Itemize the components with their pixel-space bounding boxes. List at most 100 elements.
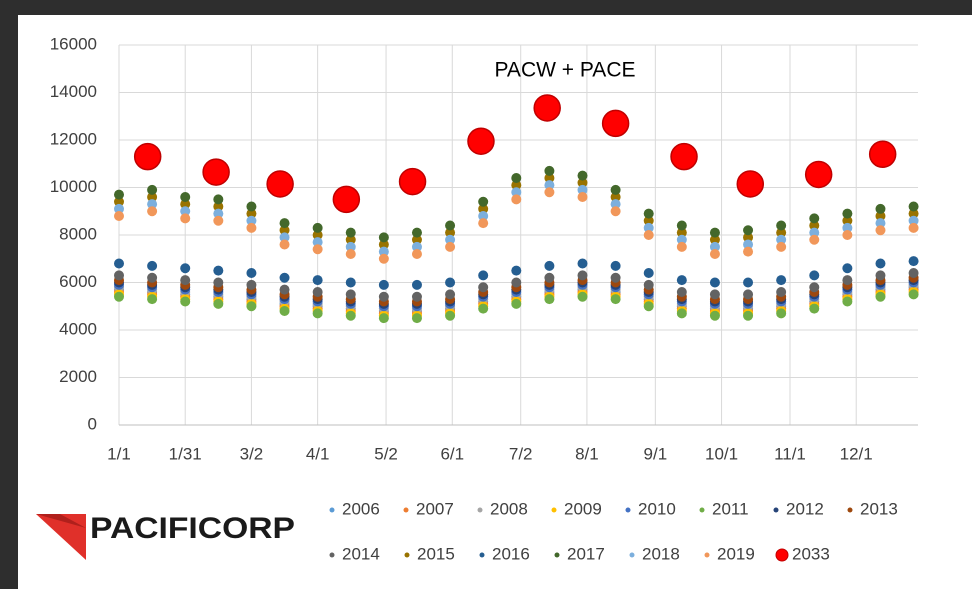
point xyxy=(279,225,290,236)
point xyxy=(378,232,389,243)
point xyxy=(676,227,687,238)
point xyxy=(445,241,456,252)
point xyxy=(743,277,754,288)
point xyxy=(213,208,224,219)
point xyxy=(445,220,456,231)
point xyxy=(743,310,754,321)
point xyxy=(842,215,853,226)
y-tick-label: 14000 xyxy=(50,82,97,101)
point xyxy=(610,199,621,210)
point xyxy=(511,194,522,205)
point xyxy=(610,184,621,195)
point xyxy=(709,277,720,288)
point xyxy=(875,291,886,302)
point xyxy=(809,220,820,231)
highlight-point xyxy=(670,142,698,171)
point xyxy=(908,222,919,233)
point xyxy=(279,306,290,316)
point xyxy=(378,313,389,324)
point xyxy=(114,291,124,302)
point xyxy=(445,277,456,288)
point xyxy=(875,211,886,221)
point xyxy=(809,213,820,224)
highlight-point xyxy=(467,127,495,155)
point xyxy=(643,230,654,240)
point xyxy=(544,294,555,305)
point xyxy=(643,208,654,219)
point xyxy=(445,234,456,245)
point xyxy=(577,192,588,202)
point xyxy=(114,211,124,221)
legend-marker xyxy=(551,507,557,513)
point xyxy=(312,275,323,286)
point xyxy=(643,268,654,278)
point xyxy=(213,194,224,205)
point xyxy=(544,272,555,283)
point xyxy=(478,303,489,314)
point xyxy=(411,313,422,324)
point xyxy=(743,246,754,257)
point xyxy=(643,279,654,290)
point xyxy=(776,287,787,297)
point xyxy=(312,287,323,297)
point xyxy=(312,244,323,255)
legend-label: 2033 xyxy=(792,544,830,563)
highlight-point xyxy=(332,185,361,214)
point xyxy=(875,203,886,214)
point xyxy=(809,303,820,314)
x-tick-label: 9/1 xyxy=(644,444,668,463)
point xyxy=(511,173,522,183)
point xyxy=(676,308,687,319)
point xyxy=(279,272,290,283)
point xyxy=(378,253,389,264)
point xyxy=(180,199,191,210)
point xyxy=(411,279,422,290)
point xyxy=(180,275,191,286)
point xyxy=(908,256,919,267)
y-tick-label: 4000 xyxy=(59,319,97,338)
point xyxy=(114,196,124,207)
point xyxy=(908,201,919,212)
point xyxy=(709,289,720,300)
point xyxy=(213,265,224,276)
point xyxy=(213,298,224,309)
point xyxy=(743,239,754,250)
point xyxy=(875,258,886,269)
point xyxy=(246,279,257,290)
y-tick-label: 2000 xyxy=(59,367,97,386)
point xyxy=(511,277,522,288)
legend-marker xyxy=(699,507,705,513)
legend-marker xyxy=(773,507,779,513)
point xyxy=(676,275,687,286)
point xyxy=(776,275,787,286)
point xyxy=(908,289,919,300)
point xyxy=(511,265,522,276)
point xyxy=(842,296,853,307)
point xyxy=(544,187,555,198)
point xyxy=(577,258,588,269)
point xyxy=(610,192,621,202)
legend-marker xyxy=(329,552,335,558)
point xyxy=(676,220,687,231)
point xyxy=(114,203,124,214)
legend-label: 2016 xyxy=(492,544,530,563)
point xyxy=(577,270,588,281)
point xyxy=(610,206,621,217)
x-tick-label: 4/1 xyxy=(306,444,330,463)
point xyxy=(842,263,853,274)
point xyxy=(643,301,654,312)
point xyxy=(147,272,158,283)
point xyxy=(312,237,323,248)
point xyxy=(478,218,489,229)
point xyxy=(114,189,124,200)
legend-marker xyxy=(704,552,710,558)
point xyxy=(875,225,886,236)
point xyxy=(345,289,356,300)
point xyxy=(809,227,820,238)
point xyxy=(445,227,456,238)
logo-mark xyxy=(36,514,86,560)
legend-label: 2008 xyxy=(490,499,528,518)
x-tick-label: 8/1 xyxy=(575,444,599,463)
legend-label: 2013 xyxy=(860,499,898,518)
point xyxy=(478,203,489,214)
